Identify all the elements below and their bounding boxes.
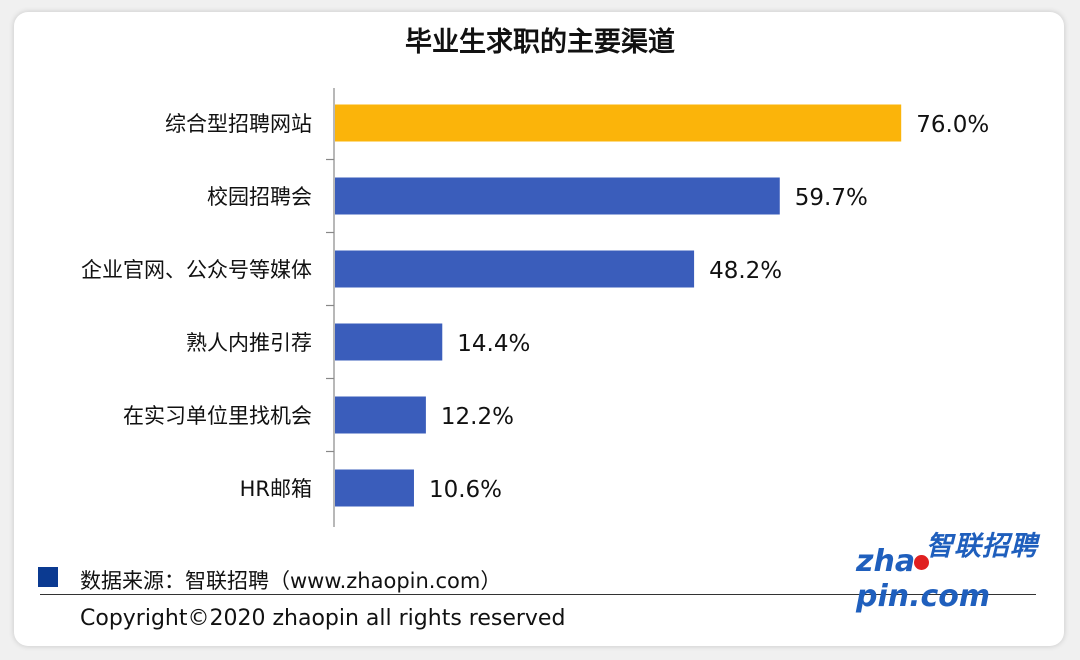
logo-en-part1: zha	[856, 544, 916, 579]
zhaopin-logo: 智联招聘 zhapin.com	[852, 524, 1042, 614]
chart-title: 毕业生求职的主要渠道	[405, 27, 675, 58]
category-label-5: HR邮箱	[240, 477, 312, 501]
category-label-0: 综合型招聘网站	[165, 112, 312, 136]
bar-3	[335, 323, 443, 361]
copyright: Copyright©2020 zhaopin all rights reserv…	[80, 606, 566, 631]
value-label-1: 59.7%	[795, 185, 868, 211]
value-label-3: 14.4%	[457, 331, 530, 357]
logo-en-part2: pin.com	[856, 579, 991, 614]
data-source: 数据来源：智联招聘（www.zhaopin.com）	[80, 569, 502, 593]
value-label-2: 48.2%	[709, 258, 782, 284]
category-label-4: 在实习单位里找机会	[123, 404, 312, 428]
value-label-0: 76.0%	[916, 112, 989, 138]
source-marker	[38, 567, 58, 587]
category-label-1: 校园招聘会	[207, 185, 312, 209]
bar-2	[335, 250, 695, 288]
logo-red-dot	[914, 555, 930, 570]
bar-5	[335, 469, 414, 507]
logo-cn-text: 智联招聘	[926, 531, 1038, 562]
bar-4	[335, 396, 426, 434]
logo-en-text: zhapin.com	[856, 544, 1042, 614]
footer-divider	[40, 594, 1036, 595]
category-label-3: 熟人内推引荐	[186, 331, 312, 355]
bar-1	[335, 177, 780, 215]
value-label-4: 12.2%	[441, 404, 514, 430]
bar-0	[335, 104, 902, 142]
category-label-2: 企业官网、公众号等媒体	[81, 258, 312, 282]
value-label-5: 10.6%	[429, 477, 502, 503]
